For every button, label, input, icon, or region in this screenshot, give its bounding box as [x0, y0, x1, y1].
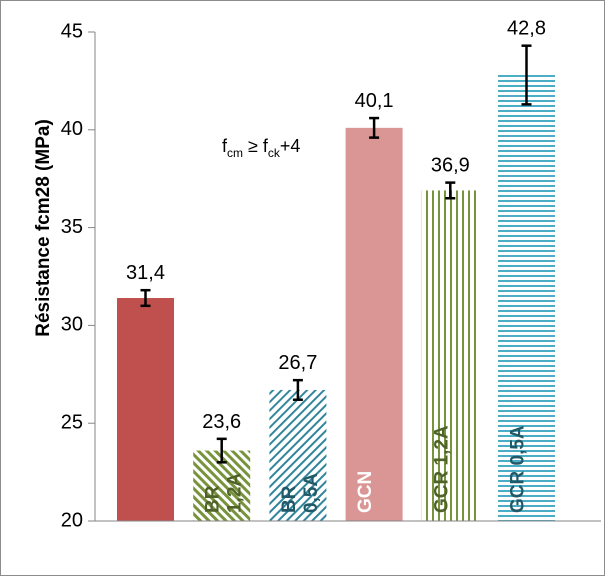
bar-inner-label: GCR 0,5A: [508, 425, 529, 513]
bar-inner-label: BR: [203, 485, 224, 513]
bar-inner-label: GCR 1,2A: [431, 425, 452, 513]
bar: [498, 75, 555, 522]
y-tick-label: 40: [61, 118, 83, 140]
data-label: 23,6: [202, 411, 241, 433]
bar-inner-label: GCN: [355, 471, 376, 513]
data-label: 31,4: [126, 262, 165, 284]
y-tick-label: 20: [61, 509, 83, 531]
bar: [269, 389, 327, 521]
bar: [421, 190, 479, 521]
data-label: 42,8: [507, 18, 546, 40]
y-tick-label: 25: [61, 411, 83, 433]
annotation-text: fcm ≥ fck+4: [222, 136, 300, 160]
bar-inner-label: 0,5A: [301, 473, 322, 513]
bar: [345, 127, 403, 522]
bar-inner-label: BR: [279, 485, 300, 513]
y-tick-label: 45: [61, 20, 83, 42]
data-label: 40,1: [355, 90, 394, 112]
data-label: 26,7: [278, 352, 317, 374]
y-tick-label: 35: [61, 216, 83, 238]
data-label: 36,9: [431, 155, 470, 177]
y-axis-title: Résistance fcm28 (MPa): [33, 119, 54, 337]
y-tick-label: 30: [61, 314, 83, 336]
bar-inner-label: 1,2A: [225, 473, 246, 513]
bar: [117, 298, 174, 521]
